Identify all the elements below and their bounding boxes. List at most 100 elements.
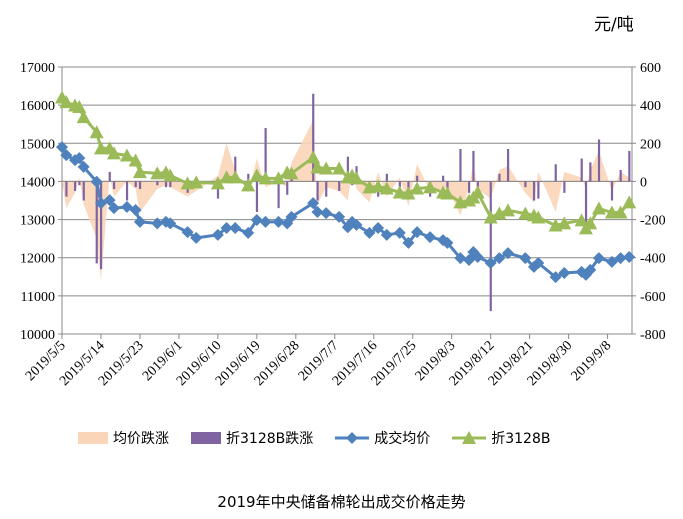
point-3128b xyxy=(306,150,321,164)
point-avg-price xyxy=(333,210,346,223)
point-3128b xyxy=(106,146,121,160)
right-tick-label: -600 xyxy=(640,290,666,305)
bar-3128b-change xyxy=(346,156,349,182)
point-3128b xyxy=(310,160,325,174)
bar-3128b-change xyxy=(108,171,111,182)
point-3128b xyxy=(59,95,74,109)
bar-3128b-change xyxy=(286,181,289,195)
point-avg-price xyxy=(501,247,514,260)
point-avg-price xyxy=(350,218,363,231)
legend-item-3128b: 折3128B xyxy=(452,428,550,448)
bar-3128b-change xyxy=(524,181,527,188)
point-avg-price xyxy=(73,152,86,165)
bar-3128b-change xyxy=(584,181,588,226)
legend-swatch-bar xyxy=(191,432,221,444)
bar-3128b-change xyxy=(610,181,614,201)
point-avg-price xyxy=(471,250,484,263)
x-tick-label: 2019/9/8 xyxy=(569,338,615,384)
point-avg-price xyxy=(614,252,627,265)
point-avg-price xyxy=(307,197,320,210)
legend-label: 均价跌涨 xyxy=(113,431,169,447)
bar-3128b-change xyxy=(628,150,631,182)
bar-3128b-change xyxy=(82,181,85,201)
point-3128b xyxy=(271,171,286,185)
point-avg-price xyxy=(558,266,571,279)
point-avg-price xyxy=(519,252,532,265)
point-avg-price xyxy=(242,226,255,239)
point-3128b xyxy=(258,171,273,185)
point-3128b xyxy=(72,100,87,114)
point-avg-price xyxy=(311,205,324,218)
bar-3128b-change xyxy=(247,173,250,182)
point-3128b xyxy=(249,168,264,182)
point-3128b xyxy=(119,148,134,162)
point-avg-price xyxy=(532,257,545,270)
bar-3128b-change xyxy=(73,181,77,191)
point-avg-price xyxy=(181,226,194,239)
point-avg-price xyxy=(250,213,263,226)
bar-3128b-change xyxy=(264,128,267,182)
point-avg-price xyxy=(623,250,636,263)
point-avg-price xyxy=(393,226,406,239)
bar-3128b-change xyxy=(234,156,237,182)
point-avg-price xyxy=(90,175,103,188)
bar-3128b-change xyxy=(489,181,492,312)
point-avg-price xyxy=(411,226,424,239)
bar-3128b-change xyxy=(459,149,462,182)
point-3128b xyxy=(379,181,394,195)
bar-3128b-change xyxy=(99,181,103,270)
bar-3128b-change xyxy=(65,181,68,197)
legend-item-avg-price: 成交均价 xyxy=(335,428,430,448)
point-3128b xyxy=(210,176,225,190)
point-3128b xyxy=(332,161,347,175)
point-avg-price xyxy=(454,252,467,265)
point-avg-price xyxy=(605,255,618,268)
legend-item-3128b-change: 折3128B跌涨 xyxy=(191,428,313,448)
point-avg-price xyxy=(493,252,506,265)
point-3128b xyxy=(128,153,143,167)
legend-swatch-area xyxy=(78,432,108,444)
right-tick-label: 400 xyxy=(640,99,661,114)
left-tick-label: 16000 xyxy=(20,99,55,114)
bar-3128b-change xyxy=(580,158,583,182)
bar-3128b-change xyxy=(385,173,388,182)
right-tick-label: 0 xyxy=(640,175,647,190)
point-3128b xyxy=(613,205,628,219)
point-avg-price xyxy=(363,226,376,239)
area-avg-price-change xyxy=(62,120,630,281)
bar-3128b-change xyxy=(312,93,315,182)
bar-3128b-change xyxy=(476,181,479,190)
bar-3128b-change xyxy=(164,181,168,188)
bar-3128b-change xyxy=(216,181,220,199)
point-avg-price xyxy=(259,215,272,228)
point-3128b xyxy=(401,186,416,200)
left-tick-label: 15000 xyxy=(20,137,55,152)
point-3128b xyxy=(583,216,598,230)
point-avg-price xyxy=(129,204,142,217)
bar-3128b-change xyxy=(255,181,259,212)
legend-label: 折3128B xyxy=(491,431,551,447)
bar-3128b-change xyxy=(134,181,137,188)
right-tick-label: -400 xyxy=(640,252,666,267)
point-avg-price xyxy=(272,215,285,228)
bar-3128b-change xyxy=(138,181,142,190)
point-avg-price xyxy=(103,194,116,207)
bar-3128b-change xyxy=(532,181,536,201)
point-3128b xyxy=(591,201,606,215)
point-3128b xyxy=(371,179,386,193)
left-tick-label: 17000 xyxy=(20,61,55,76)
point-3128b xyxy=(228,170,243,184)
point-avg-price xyxy=(424,231,437,244)
point-3128b xyxy=(531,210,546,224)
legend-swatch-diamond xyxy=(335,432,370,444)
bar-3128b-change xyxy=(442,175,445,182)
point-3128b xyxy=(392,185,407,199)
point-avg-price xyxy=(592,252,605,265)
point-3128b xyxy=(557,216,572,230)
bar-3128b-change xyxy=(468,181,471,193)
bar-3128b-change xyxy=(498,173,501,182)
point-3128b xyxy=(423,180,438,194)
point-3128b xyxy=(319,161,334,175)
line-3128b xyxy=(60,96,631,231)
